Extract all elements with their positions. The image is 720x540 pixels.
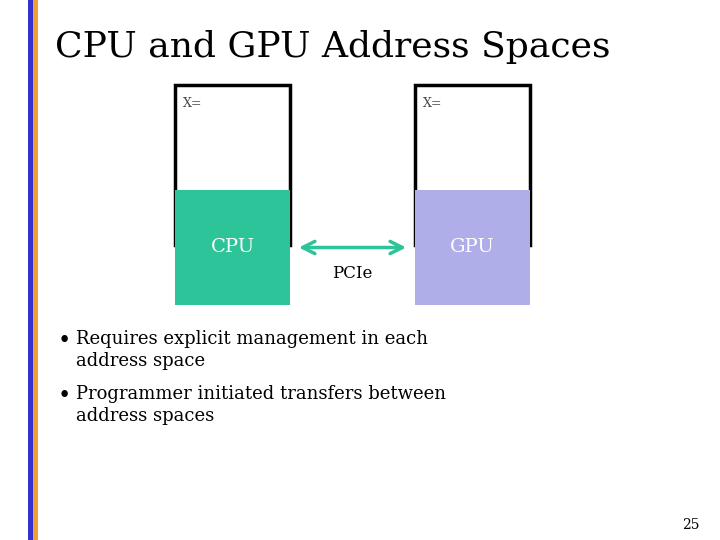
Bar [415,85,530,245]
Bar [33,0,38,540]
Text: •: • [58,385,71,407]
Bar [28,0,33,540]
Text: CPU and GPU Address Spaces: CPU and GPU Address Spaces [55,30,611,64]
Bar [175,190,290,305]
Text: address spaces: address spaces [76,407,215,425]
Text: address space: address space [76,352,205,370]
Text: X=: X= [183,97,202,110]
Text: X=: X= [423,97,443,110]
Text: 25: 25 [683,518,700,532]
Text: PCIe: PCIe [333,266,373,282]
Text: •: • [58,330,71,352]
Bar [415,190,530,305]
Text: Requires explicit management in each: Requires explicit management in each [76,330,428,348]
Text: GPU: GPU [450,239,495,256]
Text: CPU: CPU [210,239,255,256]
Text: Programmer initiated transfers between: Programmer initiated transfers between [76,385,446,403]
Bar [175,85,290,245]
